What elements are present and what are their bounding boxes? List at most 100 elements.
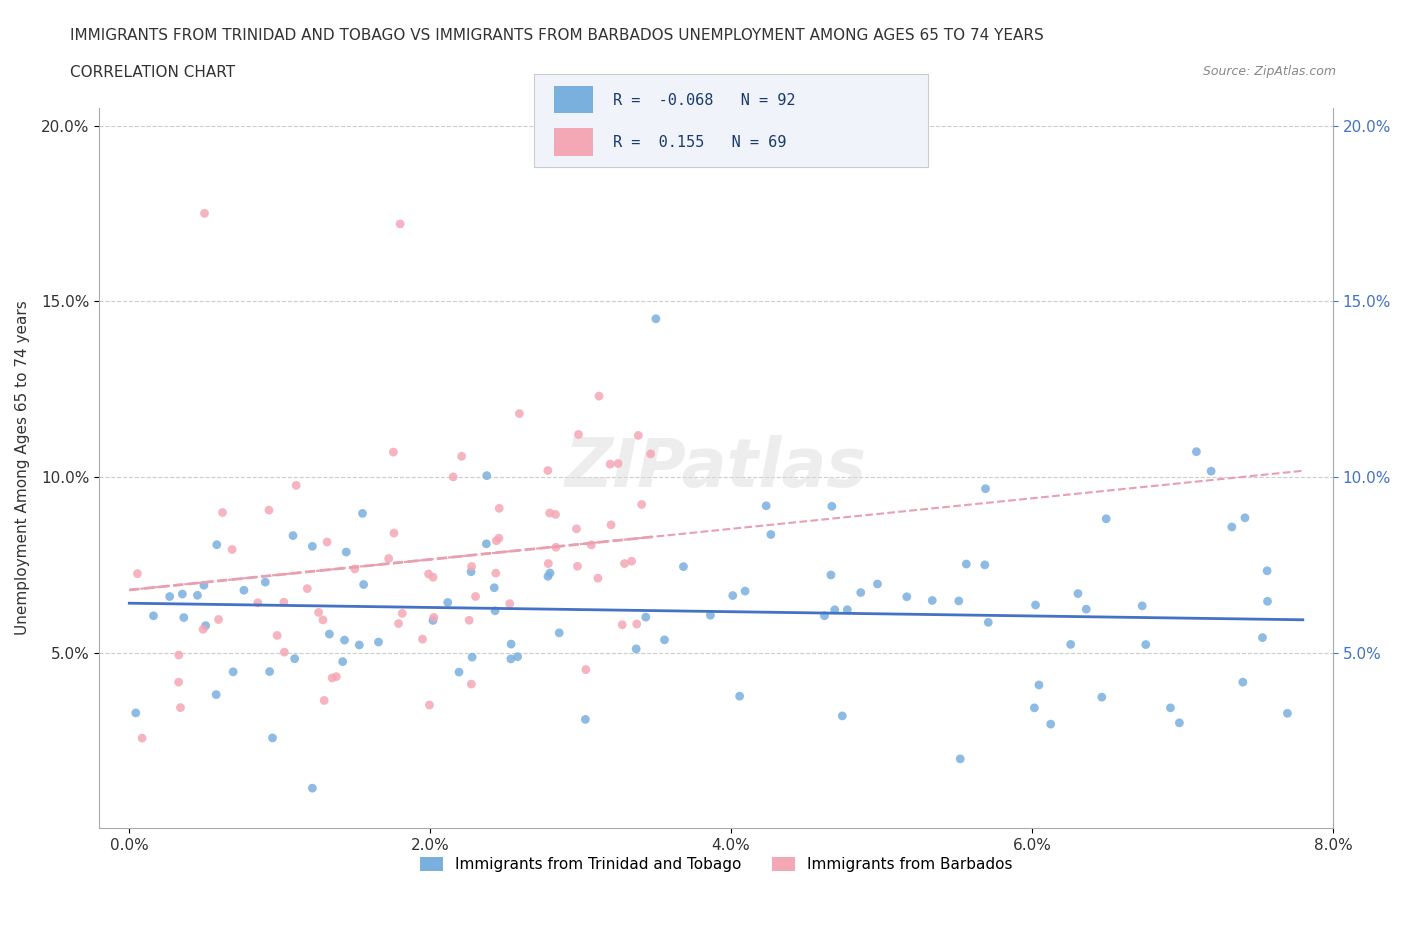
Point	[866, 577, 889, 591]
Point	[1185, 445, 1208, 459]
Point	[301, 538, 323, 553]
Point	[232, 583, 254, 598]
Point	[1220, 520, 1243, 535]
Point	[475, 537, 498, 551]
Point	[634, 610, 657, 625]
Point	[389, 217, 412, 232]
Point	[254, 575, 277, 590]
Point	[499, 596, 522, 611]
Point	[821, 498, 844, 513]
Point	[488, 501, 510, 516]
Point	[537, 569, 560, 584]
Point	[721, 588, 744, 603]
Point	[186, 588, 208, 603]
Point	[484, 604, 506, 618]
Point	[1060, 637, 1083, 652]
Point	[173, 610, 195, 625]
Point	[321, 671, 343, 685]
Point	[273, 644, 295, 659]
Point	[485, 533, 508, 548]
Point	[575, 662, 598, 677]
Point	[172, 587, 194, 602]
Point	[207, 612, 229, 627]
Text: IMMIGRANTS FROM TRINIDAD AND TOBAGO VS IMMIGRANTS FROM BARBADOS UNEMPLOYMENT AMO: IMMIGRANTS FROM TRINIDAD AND TOBAGO VS I…	[70, 28, 1045, 43]
Point	[640, 446, 662, 461]
Point	[977, 615, 1000, 630]
Point	[266, 628, 288, 643]
Point	[343, 562, 366, 577]
Point	[205, 538, 228, 552]
Point	[464, 589, 486, 604]
Point	[538, 565, 561, 580]
Point	[567, 427, 589, 442]
Point	[285, 478, 308, 493]
Point	[565, 522, 588, 537]
Point	[537, 463, 560, 478]
Point	[1024, 700, 1046, 715]
Point	[544, 539, 567, 554]
Point	[194, 618, 217, 633]
Point	[1168, 715, 1191, 730]
Point	[627, 428, 650, 443]
Point	[332, 654, 354, 669]
Point	[262, 731, 284, 746]
Point	[333, 632, 356, 647]
Point	[441, 470, 464, 485]
Point	[607, 456, 630, 471]
Point	[391, 606, 413, 621]
Point	[461, 650, 484, 665]
Point	[159, 589, 181, 604]
Point	[475, 468, 498, 483]
Point	[612, 618, 634, 632]
Point	[1159, 700, 1181, 715]
Point	[352, 506, 374, 521]
Point	[312, 613, 335, 628]
Text: ZIPatlas: ZIPatlas	[565, 435, 868, 501]
Point	[544, 507, 567, 522]
Point	[613, 556, 636, 571]
Point	[436, 595, 458, 610]
Text: R =  -0.068   N = 92: R = -0.068 N = 92	[613, 93, 796, 108]
Point	[191, 622, 214, 637]
Point	[377, 551, 399, 566]
Point	[382, 445, 405, 459]
Point	[734, 584, 756, 599]
Point	[353, 577, 375, 591]
Point	[600, 517, 623, 532]
Point	[1256, 564, 1278, 578]
Point	[382, 525, 405, 540]
Point	[626, 617, 648, 631]
FancyBboxPatch shape	[554, 128, 593, 156]
Point	[418, 566, 440, 581]
Point	[127, 566, 149, 581]
Point	[1277, 706, 1299, 721]
Point	[506, 649, 529, 664]
Point	[824, 603, 846, 618]
Point	[450, 449, 472, 464]
Point	[896, 590, 918, 604]
Point	[325, 670, 347, 684]
Point	[221, 542, 243, 557]
Point	[973, 557, 995, 572]
Point	[499, 652, 522, 667]
Text: CORRELATION CHART: CORRELATION CHART	[70, 65, 235, 80]
Point	[488, 531, 510, 546]
Point	[508, 406, 530, 421]
FancyBboxPatch shape	[554, 86, 593, 113]
Point	[849, 585, 872, 600]
Point	[699, 608, 721, 623]
Point	[620, 553, 643, 568]
Point	[948, 593, 970, 608]
Point	[537, 556, 560, 571]
Point	[193, 206, 215, 220]
Point	[411, 631, 433, 646]
Legend: Immigrants from Trinidad and Tobago, Immigrants from Barbados: Immigrants from Trinidad and Tobago, Imm…	[413, 851, 1018, 878]
Point	[1232, 675, 1254, 690]
Point	[460, 565, 482, 579]
Point	[193, 578, 215, 592]
Point	[301, 780, 323, 795]
Point	[955, 557, 977, 572]
Point	[131, 731, 153, 746]
Text: Source: ZipAtlas.com: Source: ZipAtlas.com	[1202, 65, 1336, 78]
Point	[314, 693, 336, 708]
